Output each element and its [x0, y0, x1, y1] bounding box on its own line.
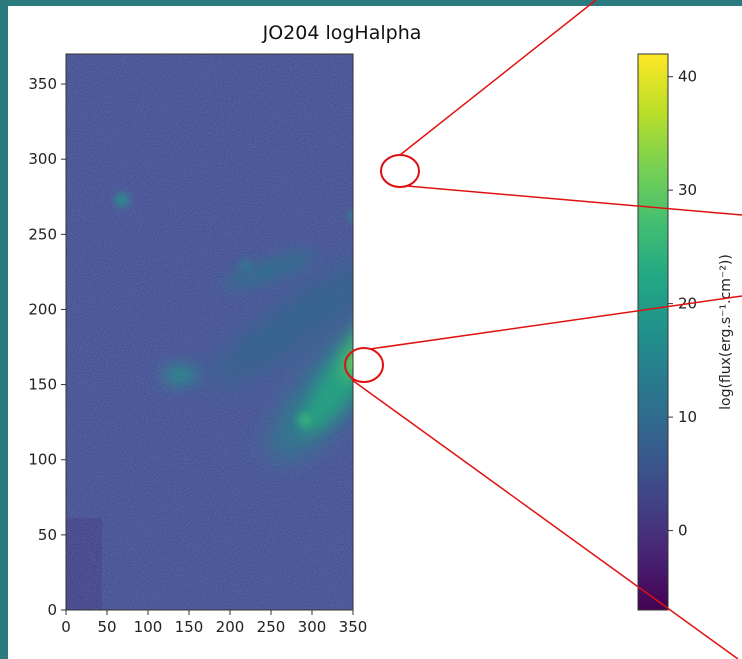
- callout-line-upper-top: [399, 0, 597, 156]
- slide-frame-left: [0, 0, 8, 659]
- y-tick-label: 250: [28, 225, 57, 243]
- plot-frame: [65, 53, 354, 611]
- x-tick-label: 200: [216, 618, 245, 636]
- colorbar: [637, 53, 669, 611]
- colorbar-axis: 010203040: [668, 68, 697, 540]
- y-tick-label: 200: [28, 300, 57, 318]
- highlight-circle-core: [344, 347, 384, 383]
- x-tick-label: 250: [257, 618, 286, 636]
- chart-title: JO204 logHalpha: [262, 22, 422, 44]
- x-tick-label: 100: [134, 618, 163, 636]
- x-tick-label: 0: [61, 618, 71, 636]
- x-tick-label: 50: [97, 618, 116, 636]
- slide-frame-top: [0, 0, 742, 6]
- x-tick-label: 150: [175, 618, 204, 636]
- colorbar-tick-label: 0: [678, 522, 688, 540]
- y-tick-label: 300: [28, 150, 57, 168]
- y-tick-label: 100: [28, 451, 57, 469]
- x-axis: 0 50 100 150 200 250 300 350: [61, 610, 367, 636]
- x-tick-label: 300: [298, 618, 327, 636]
- y-tick-label: 50: [38, 526, 57, 544]
- annotations: [344, 0, 742, 659]
- colorbar-label: log(flux(erg.s⁻¹.cm⁻²)): [718, 254, 734, 410]
- callout-line-core-bottom: [351, 379, 739, 659]
- heatmap-image: [66, 54, 353, 610]
- callout-line-upper-bottom: [406, 185, 742, 216]
- y-tick-label: 350: [28, 75, 57, 93]
- y-axis: 0 50 100 150 200 250 300 350: [28, 75, 66, 619]
- highlight-circle-upper: [380, 154, 420, 188]
- colorbar-tick-label: 40: [678, 68, 697, 86]
- colorbar-tick-label: 10: [678, 408, 697, 426]
- colorbar-tick-label: 30: [678, 181, 697, 199]
- y-tick-label: 150: [28, 376, 57, 394]
- callout-line-core-top: [369, 295, 742, 350]
- y-tick-label: 0: [47, 601, 57, 619]
- x-tick-label: 350: [339, 618, 368, 636]
